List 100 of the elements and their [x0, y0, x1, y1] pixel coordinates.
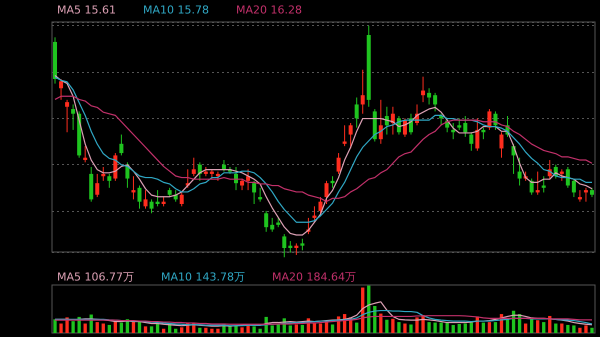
- bar: [530, 319, 534, 333]
- candlestick: [499, 132, 504, 158]
- bar: [554, 324, 558, 333]
- bar: [524, 324, 528, 333]
- candlestick: [270, 217, 274, 232]
- candlestick: [240, 178, 244, 191]
- bar: [367, 286, 370, 333]
- bar: [114, 322, 118, 333]
- candlestick: [469, 132, 474, 152]
- bar: [120, 322, 124, 333]
- text: MA10 143.78万: [161, 270, 245, 284]
- candlestick: [156, 190, 160, 207]
- candlestick: [536, 171, 540, 196]
- candlestick: [584, 187, 588, 202]
- candlestick: [222, 160, 226, 172]
- bar: [204, 328, 208, 333]
- bar: [439, 322, 443, 333]
- bar: [312, 324, 316, 333]
- bar: [452, 324, 455, 333]
- candlestick: [360, 69, 365, 114]
- bar: [258, 328, 262, 333]
- candlestick: [144, 190, 148, 210]
- bar: [548, 316, 552, 333]
- bar: [361, 288, 364, 333]
- bar: [288, 325, 292, 333]
- bar: [355, 322, 358, 333]
- candlestick: [59, 78, 64, 100]
- bar: [458, 324, 461, 333]
- bar: [71, 321, 75, 333]
- candlestick: [204, 166, 208, 177]
- bar: [210, 328, 214, 333]
- bar: [96, 322, 99, 333]
- candlestick: [258, 187, 262, 202]
- candlestick: [518, 157, 522, 186]
- candlestick: [107, 173, 112, 188]
- bar: [108, 324, 111, 333]
- bar: [330, 324, 334, 333]
- bar: [560, 324, 564, 333]
- candlestick: [264, 210, 268, 232]
- bar: [572, 325, 576, 333]
- bar: [391, 318, 395, 333]
- candlestick: [192, 157, 196, 177]
- bar: [488, 322, 492, 333]
- text: MA5 106.77万: [57, 270, 134, 284]
- candlestick: [336, 152, 341, 174]
- candlestick: [530, 178, 534, 196]
- candlestick: [95, 173, 100, 198]
- candlestick: [276, 217, 280, 228]
- bar: [470, 322, 473, 333]
- candlestick: [427, 88, 432, 105]
- candlestick: [390, 106, 395, 136]
- candlestick: [566, 166, 570, 188]
- candlestick: [252, 180, 256, 205]
- bar: [84, 324, 87, 333]
- bar: [566, 324, 570, 333]
- bar: [536, 320, 540, 333]
- bar: [162, 328, 166, 333]
- candlestick: [198, 162, 202, 182]
- bar: [276, 324, 280, 333]
- bar: [180, 327, 184, 333]
- candlestick: [83, 146, 88, 163]
- candlestick: [421, 76, 426, 103]
- candlestick: [294, 242, 298, 256]
- bar: [427, 322, 431, 333]
- bar: [174, 328, 178, 333]
- candlestick: [542, 176, 546, 193]
- bar: [216, 328, 220, 333]
- text: MA20 184.64万: [272, 270, 356, 284]
- candlestick: [560, 168, 564, 182]
- candlestick: [433, 92, 438, 112]
- candlestick: [246, 168, 250, 191]
- bar: [294, 324, 298, 333]
- candlestick: [119, 134, 124, 156]
- bar: [464, 324, 467, 333]
- bar: [482, 322, 486, 333]
- candlestick: [463, 116, 468, 138]
- bar: [373, 306, 376, 333]
- candlestick: [572, 178, 576, 198]
- candlestick: [590, 187, 594, 198]
- candlestick: [71, 104, 76, 130]
- bar: [385, 320, 389, 333]
- bar: [102, 324, 105, 333]
- bar: [198, 328, 202, 333]
- bar: [318, 324, 322, 333]
- bar: [494, 322, 498, 333]
- candlestick: [131, 176, 136, 200]
- bar: [409, 324, 413, 333]
- candlestick: [348, 122, 353, 149]
- bar: [270, 325, 274, 333]
- candlestick: [493, 110, 498, 130]
- bar: [252, 326, 256, 333]
- candlestick: [288, 240, 292, 254]
- candlestick: [65, 99, 70, 133]
- candlestick: [354, 97, 359, 128]
- candlestick: [578, 190, 582, 202]
- text: MA10 15.78: [143, 4, 210, 16]
- candlestick: [168, 187, 172, 198]
- text: MA5 15.61: [57, 4, 116, 16]
- bar: [397, 322, 401, 333]
- text: MA20 16.28: [236, 4, 302, 16]
